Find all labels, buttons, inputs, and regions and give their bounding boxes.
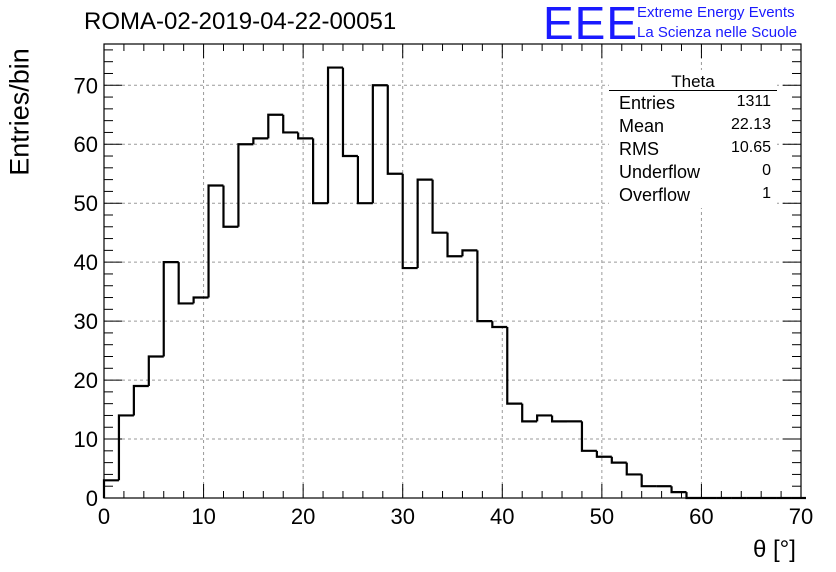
x-tick-label: 60 [689, 504, 713, 529]
x-tick-label: 30 [390, 504, 414, 529]
histogram-bin [401, 173, 418, 270]
logo-line-1: Extreme Energy Events [637, 4, 795, 21]
histogram-bin [580, 421, 597, 452]
stats-value: 22.13 [730, 116, 771, 133]
x-tick-label: 10 [191, 504, 215, 529]
grid-lines [104, 44, 801, 498]
histogram-bin [207, 184, 224, 298]
histogram-bin [177, 262, 194, 305]
stats-label: Mean [619, 116, 665, 136]
histogram-bin [192, 296, 209, 304]
stats-row-underflow: Underflow 0 [619, 162, 771, 184]
y-tick-label: 0 [86, 486, 98, 511]
histogram-bin [356, 156, 373, 205]
x-tick-label: 0 [98, 504, 110, 529]
y-tick-label: 20 [74, 368, 98, 393]
histogram-bin [386, 85, 403, 175]
x-tick-label: 20 [291, 504, 315, 529]
stats-row-overflow: Overflow 1 [619, 185, 771, 207]
stats-value: 1 [762, 185, 771, 202]
histogram-bin [521, 403, 538, 423]
x-tick-label: 50 [590, 504, 614, 529]
histogram-series [102, 66, 806, 500]
stats-label: Entries [619, 93, 676, 113]
histogram-bin [326, 66, 343, 204]
histogram-bin [371, 84, 388, 204]
histogram-bin [282, 114, 299, 134]
histogram-bin [117, 414, 134, 481]
histogram-bin [252, 137, 269, 145]
histogram-bin [297, 132, 314, 140]
y-tick-label: 40 [74, 250, 98, 275]
histogram-bin [685, 492, 702, 500]
x-axis-label: θ [°] [753, 536, 796, 563]
logo-line-2: La Scienza nelle Scuole [637, 24, 798, 41]
histogram-bin [446, 232, 463, 258]
y-tick-label: 10 [74, 427, 98, 452]
chart-title: ROMA-02-2019-04-22-00051 [84, 8, 397, 35]
histogram-bin [267, 113, 284, 139]
y-tick-label: 70 [74, 73, 98, 98]
histogram-bin [237, 143, 254, 227]
histogram-bin [550, 415, 568, 423]
histogram-bin [476, 250, 493, 323]
histogram-bin [102, 479, 119, 498]
stats-value: 0 [762, 162, 771, 179]
histogram-bin [416, 178, 433, 269]
stats-label: RMS [619, 139, 659, 159]
histogram-bin [341, 67, 358, 158]
histogram-bin [132, 384, 149, 416]
histogram-bin [162, 261, 179, 357]
stats-row-rms: RMS 10.65 [619, 139, 771, 161]
y-axis-label: Entries/bin [4, 48, 35, 176]
y-tick-label: 60 [74, 132, 98, 157]
stats-row-entries: Entries 1311 [619, 93, 771, 115]
histogram-bin [640, 474, 657, 488]
histogram-bin [670, 486, 687, 494]
x-tick-label: 70 [789, 504, 813, 529]
histogram-bin [147, 355, 164, 386]
histogram-bin [610, 456, 627, 464]
stats-value: 1311 [736, 93, 771, 110]
histogram-bin [312, 138, 329, 205]
histogram-bin [461, 249, 478, 257]
histogram-bin [625, 462, 642, 476]
plot-frame [103, 43, 802, 499]
histogram-bin [222, 185, 239, 228]
stats-value: 10.65 [730, 139, 771, 156]
y-tick-label: 30 [74, 309, 98, 334]
histogram-bin [431, 179, 448, 234]
stats-title: Theta [671, 72, 715, 91]
histogram-bin [595, 450, 612, 458]
histogram-bin [506, 327, 523, 405]
eee-logo: EEE [543, 0, 639, 49]
stats-label: Overflow [619, 185, 691, 205]
statistics-box: Theta Entries 1311 Mean 22.13 RMS 10.65 … [609, 70, 777, 208]
stats-separator [609, 90, 777, 91]
histogram-bin [536, 414, 553, 422]
stats-row-mean: Mean 22.13 [619, 116, 771, 138]
x-tick-label: 40 [490, 504, 514, 529]
stats-label: Underflow [619, 162, 701, 182]
histogram-bin [491, 321, 508, 329]
y-tick-label: 50 [74, 191, 98, 216]
